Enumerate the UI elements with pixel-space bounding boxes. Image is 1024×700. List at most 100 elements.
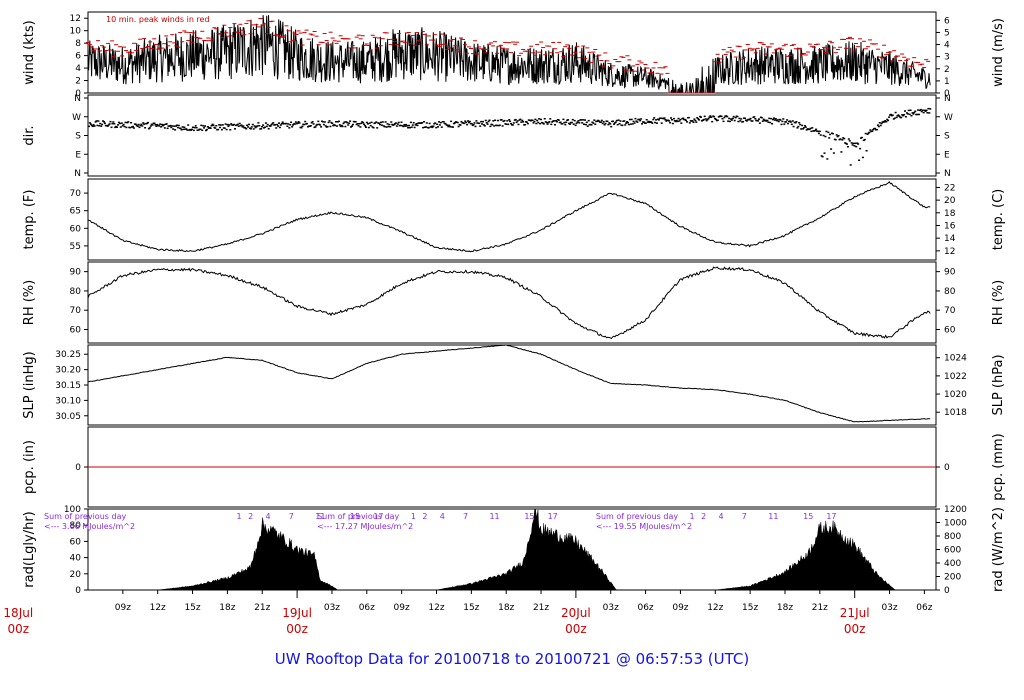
direction-point	[515, 121, 518, 124]
direction-point	[618, 123, 621, 125]
direction-point	[795, 121, 798, 123]
hour-label: 21z	[812, 603, 828, 613]
direction-point	[776, 119, 779, 121]
hour-label: 15z	[184, 603, 200, 613]
direction-point	[801, 124, 804, 127]
direction-point	[405, 123, 408, 126]
ytick-label-left: 0	[75, 586, 81, 596]
direction-point	[288, 127, 291, 129]
direction-point	[576, 121, 579, 123]
direction-point	[587, 119, 590, 122]
direction-point	[760, 116, 763, 119]
direction-point	[594, 123, 597, 125]
direction-point	[777, 120, 780, 123]
direction-point	[539, 122, 541, 125]
direction-point	[792, 125, 795, 128]
direction-point	[245, 128, 248, 130]
direction-point	[365, 126, 367, 128]
ytick-label-right: 1	[944, 77, 950, 87]
direction-point	[386, 123, 389, 125]
direction-point	[924, 110, 927, 112]
direction-point	[580, 119, 583, 121]
direction-point	[95, 120, 98, 122]
direction-point	[191, 126, 194, 128]
direction-point	[660, 122, 663, 124]
direction-point	[211, 123, 214, 126]
direction-point	[448, 124, 451, 127]
local-hour-label: 1	[411, 512, 416, 521]
direction-point	[449, 126, 452, 128]
direction-point	[171, 125, 174, 127]
ylabel-left: pcp. (in)	[22, 440, 37, 494]
direction-point	[161, 123, 163, 126]
direction-point	[860, 136, 863, 139]
direction-point	[853, 145, 856, 147]
ytick-label-right: 90	[944, 268, 956, 278]
direction-point	[110, 126, 113, 129]
ytick-label-left: 0	[75, 89, 81, 99]
direction-point	[428, 122, 431, 125]
hour-label: 03z	[881, 603, 897, 613]
direction-point	[634, 117, 637, 120]
direction-point	[190, 129, 192, 131]
direction-point	[173, 125, 176, 127]
ytick-label-right: 1024	[944, 354, 967, 364]
direction-point	[406, 125, 409, 127]
direction-point	[822, 134, 825, 137]
direction-point	[514, 118, 517, 121]
direction-point	[901, 114, 904, 116]
ytick-label-left: 40	[70, 554, 82, 564]
direction-point	[89, 123, 92, 125]
direction-point	[335, 121, 337, 123]
direction-point	[769, 121, 772, 124]
ylabel-right: SLP (hPa)	[991, 354, 1006, 415]
direction-point	[876, 124, 879, 126]
direction-point	[210, 125, 213, 127]
direction-point	[413, 126, 416, 129]
direction-point	[106, 125, 109, 127]
direction-point	[324, 125, 327, 127]
direction-point	[424, 126, 427, 128]
direction-point	[534, 118, 537, 121]
direction-point	[205, 128, 208, 131]
direction-point	[132, 127, 135, 129]
direction-point	[367, 126, 370, 129]
direction-point	[365, 121, 368, 124]
ytick-label-left: 20	[70, 570, 82, 580]
direction-point	[851, 144, 854, 146]
direction-point	[359, 126, 362, 128]
local-hour-label: 7	[463, 512, 468, 521]
direction-point	[233, 123, 235, 126]
direction-point	[192, 129, 195, 132]
direction-point	[869, 129, 872, 131]
direction-point	[865, 150, 868, 152]
direction-point	[780, 123, 783, 126]
direction-point	[266, 123, 269, 126]
direction-point	[679, 118, 682, 121]
local-hour-label: 11	[315, 512, 325, 521]
direction-point	[895, 116, 898, 119]
direction-point	[330, 121, 333, 124]
ytick-label-left: 90	[70, 268, 82, 278]
direction-point	[116, 126, 119, 128]
direction-point	[928, 112, 931, 114]
direction-point	[125, 126, 128, 129]
direction-point	[97, 120, 100, 122]
direction-point	[368, 122, 371, 124]
direction-point	[94, 121, 97, 123]
direction-point	[466, 123, 469, 126]
direction-point	[710, 116, 713, 118]
direction-point	[517, 123, 520, 126]
direction-point	[584, 123, 587, 126]
direction-point	[917, 109, 920, 111]
direction-point	[205, 129, 207, 132]
ytick-label-left: 80	[70, 521, 82, 531]
direction-point	[590, 124, 593, 126]
direction-point	[843, 137, 846, 140]
direction-point	[478, 122, 481, 125]
direction-point	[98, 125, 101, 127]
radiation-annotation: <--- 17.27 MJoules/m^2	[317, 522, 413, 531]
direction-point	[663, 117, 666, 119]
direction-point	[292, 124, 294, 126]
direction-point	[141, 125, 144, 127]
